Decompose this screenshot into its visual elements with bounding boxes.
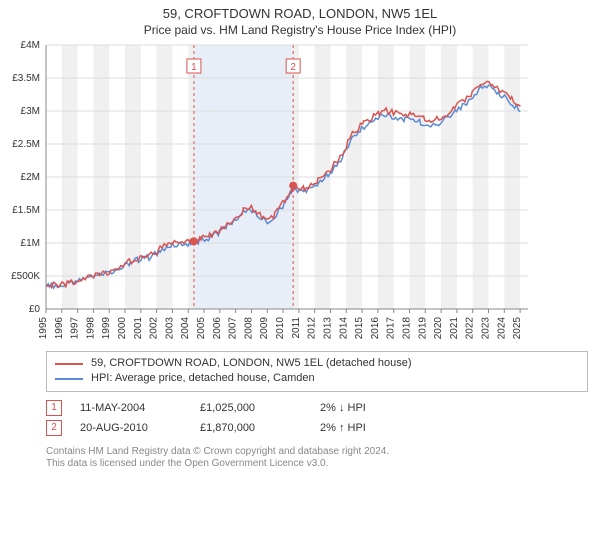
sale-date: 11-MAY-2004 <box>80 402 190 414</box>
svg-text:2020: 2020 <box>433 317 444 340</box>
svg-text:2016: 2016 <box>370 317 381 340</box>
svg-text:2001: 2001 <box>133 317 144 340</box>
svg-text:1996: 1996 <box>54 317 65 340</box>
svg-text:£3.5M: £3.5M <box>12 73 40 84</box>
svg-text:2013: 2013 <box>322 317 333 340</box>
svg-text:2022: 2022 <box>465 317 476 340</box>
svg-text:1999: 1999 <box>101 317 112 340</box>
svg-text:£500K: £500K <box>11 271 40 282</box>
svg-text:£0: £0 <box>29 304 41 315</box>
legend-swatch <box>55 378 83 380</box>
legend-item: HPI: Average price, detached house, Camd… <box>55 371 579 386</box>
svg-text:£4M: £4M <box>21 40 40 51</box>
svg-text:2024: 2024 <box>496 317 507 340</box>
svg-text:2010: 2010 <box>275 317 286 340</box>
sale-date: 20-AUG-2010 <box>80 422 190 434</box>
svg-text:2021: 2021 <box>449 317 460 340</box>
footer-line: This data is licensed under the Open Gov… <box>46 458 588 471</box>
svg-text:2011: 2011 <box>291 317 302 339</box>
sale-price: £1,025,000 <box>200 402 310 414</box>
legend-label: 59, CROFTDOWN ROAD, LONDON, NW5 1EL (det… <box>91 356 412 371</box>
svg-text:2003: 2003 <box>164 317 175 340</box>
table-row: 2 20-AUG-2010 £1,870,000 2% ↑ HPI <box>46 418 588 438</box>
svg-text:2023: 2023 <box>480 317 491 340</box>
svg-text:1: 1 <box>191 62 197 73</box>
svg-text:£1M: £1M <box>21 238 40 249</box>
legend: 59, CROFTDOWN ROAD, LONDON, NW5 1EL (det… <box>46 351 588 392</box>
svg-text:£3M: £3M <box>21 106 40 117</box>
svg-text:2015: 2015 <box>354 317 365 340</box>
svg-text:2018: 2018 <box>401 317 412 340</box>
svg-text:2014: 2014 <box>338 317 349 340</box>
price-chart: £0 £500K £1M £1.5M £2M £2.5M £3M £3.5M £4M 1995 19… <box>0 37 540 347</box>
svg-text:£1.5M: £1.5M <box>12 205 40 216</box>
sale-delta: 2% ↑ HPI <box>320 422 440 434</box>
page-title: 59, CROFTDOWN ROAD, LONDON, NW5 1EL <box>0 6 600 21</box>
svg-text:2002: 2002 <box>149 317 160 340</box>
svg-text:2000: 2000 <box>117 317 128 340</box>
table-row: 1 11-MAY-2004 £1,025,000 2% ↓ HPI <box>46 398 588 418</box>
svg-text:2008: 2008 <box>243 317 254 340</box>
svg-text:2005: 2005 <box>196 317 207 340</box>
svg-text:2004: 2004 <box>180 317 191 340</box>
svg-text:2: 2 <box>290 62 296 73</box>
legend-label: HPI: Average price, detached house, Camd… <box>91 371 315 386</box>
sale-badge: 2 <box>46 420 62 436</box>
svg-text:2012: 2012 <box>307 317 318 340</box>
svg-text:1997: 1997 <box>70 317 81 340</box>
footer-line: Contains HM Land Registry data © Crown c… <box>46 446 588 459</box>
sales-table: 1 11-MAY-2004 £1,025,000 2% ↓ HPI 2 20-A… <box>46 398 588 438</box>
svg-text:2006: 2006 <box>212 317 223 340</box>
svg-text:2017: 2017 <box>386 317 397 340</box>
sale-price: £1,870,000 <box>200 422 310 434</box>
sale-badge: 1 <box>46 400 62 416</box>
footer: Contains HM Land Registry data © Crown c… <box>0 442 600 471</box>
svg-text:1995: 1995 <box>38 317 49 340</box>
svg-text:£2M: £2M <box>21 172 40 183</box>
svg-text:2007: 2007 <box>228 317 239 340</box>
svg-text:2019: 2019 <box>417 317 428 340</box>
title-block: 59, CROFTDOWN ROAD, LONDON, NW5 1EL Pric… <box>0 0 600 37</box>
legend-swatch <box>55 363 83 365</box>
svg-text:2009: 2009 <box>259 317 270 340</box>
legend-item: 59, CROFTDOWN ROAD, LONDON, NW5 1EL (det… <box>55 356 579 371</box>
svg-text:1998: 1998 <box>85 317 96 340</box>
svg-text:£2.5M: £2.5M <box>12 139 40 150</box>
sale-delta: 2% ↓ HPI <box>320 402 440 414</box>
page-subtitle: Price paid vs. HM Land Registry's House … <box>0 23 600 37</box>
svg-text:2025: 2025 <box>512 317 523 340</box>
